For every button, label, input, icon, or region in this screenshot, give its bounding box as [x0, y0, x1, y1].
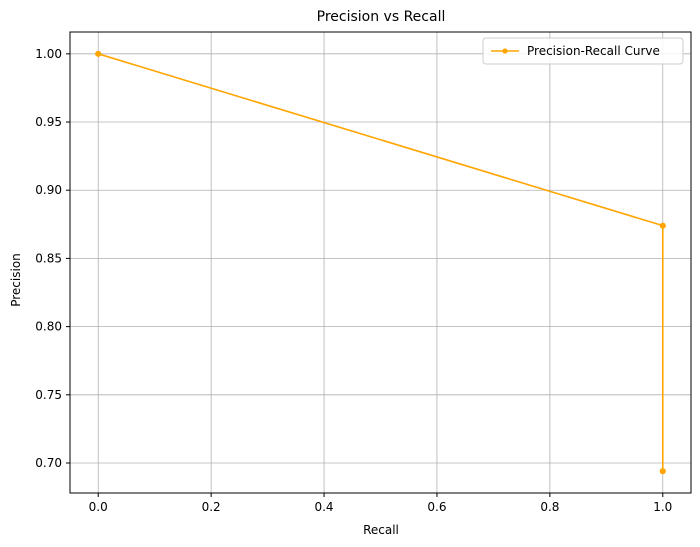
data-series [95, 50, 666, 475]
y-tick-label: 0.90 [35, 183, 62, 197]
x-axis-label: Recall [363, 523, 399, 537]
data-point [95, 50, 102, 57]
legend-marker-swatch [502, 48, 508, 54]
legend-label: Precision-Recall Curve [527, 44, 660, 58]
data-point [659, 222, 666, 229]
data-point [659, 468, 666, 475]
tick-marks: 0.0 0.2 0.4 0.6 0.8 1.0 0.70 0.75 0.80 0.85 0.90 0.… [35, 47, 672, 514]
legend-box [482, 37, 684, 65]
chart-title: Precision vs Recall [317, 9, 446, 25]
y-tick-label: 1.00 [35, 47, 62, 61]
x-tick-label: 0.2 [202, 500, 221, 514]
x-tick-label: 1.0 [653, 500, 672, 514]
legend: Precision-Recall Curve [482, 37, 684, 65]
x-tick-label: 0.4 [314, 500, 333, 514]
x-tick-label: 0.0 [89, 500, 108, 514]
y-tick-label: 0.85 [35, 251, 62, 265]
x-tick-label: 0.6 [427, 500, 446, 514]
axes [69, 31, 692, 494]
y-tick-label: 0.75 [35, 388, 62, 402]
y-tick-label: 0.95 [35, 115, 62, 129]
axis-and-title-labels: Precision vs Recall Recall Precision [9, 9, 445, 537]
plot-frame [69, 31, 692, 494]
x-tick-label: 0.8 [540, 500, 559, 514]
y-axis-label: Precision [9, 253, 23, 307]
y-tick-label: 0.80 [35, 320, 62, 334]
y-tick-label: 0.70 [35, 456, 62, 470]
